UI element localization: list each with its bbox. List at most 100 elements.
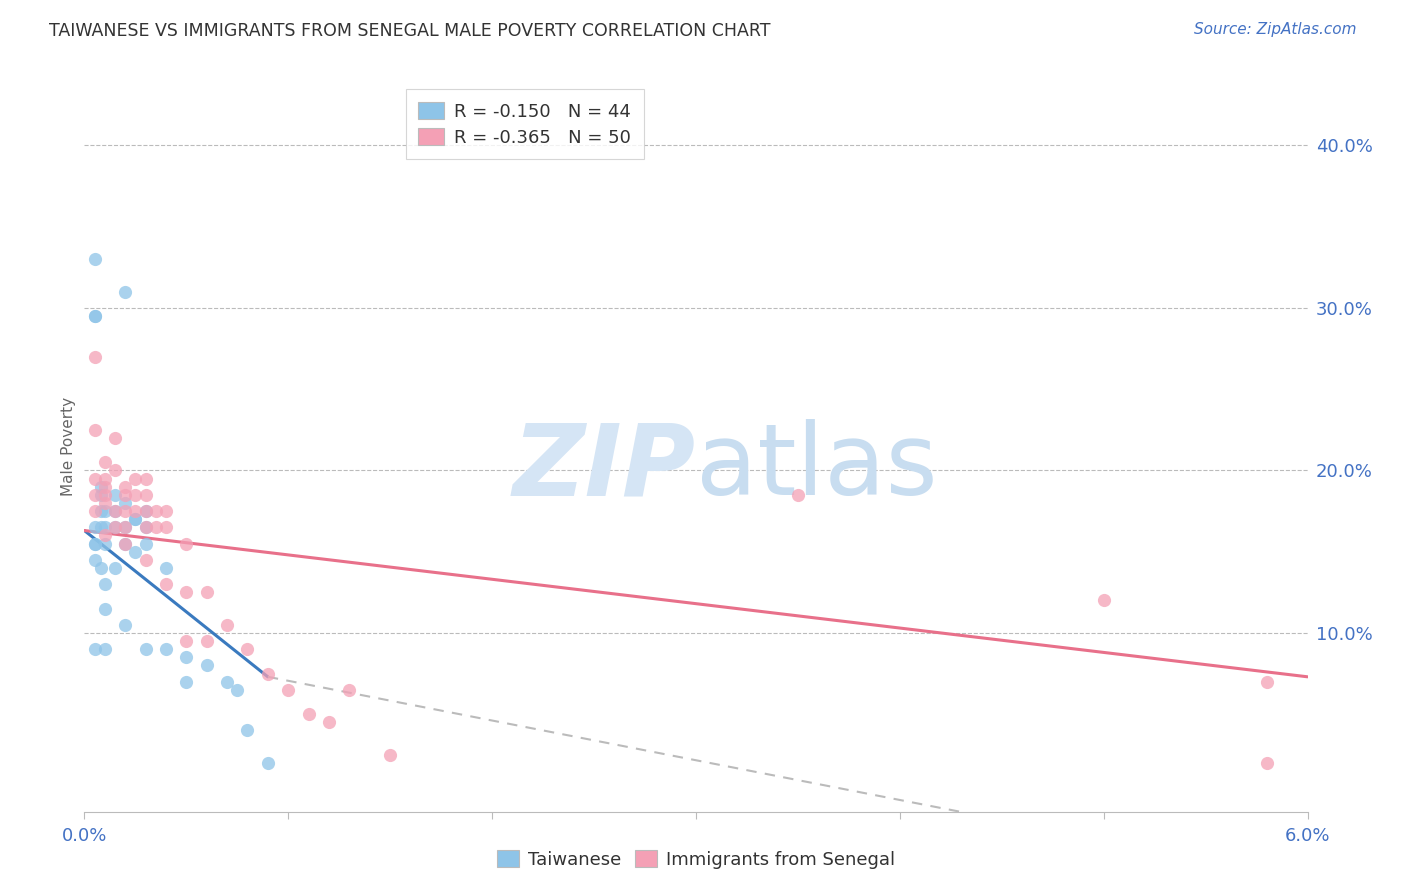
Point [93, 577, 117, 591]
Point [1256, 674, 1278, 689]
Point [83, 488, 105, 502]
Point [226, 682, 249, 697]
Point [298, 707, 321, 722]
Point [83, 350, 105, 364]
Point [83, 520, 105, 534]
Point [83, 536, 105, 550]
Point [104, 520, 127, 534]
Point [135, 471, 157, 485]
Point [114, 285, 136, 299]
Point [114, 536, 136, 550]
Point [155, 520, 177, 534]
Point [93, 528, 117, 542]
Point [114, 480, 136, 494]
Point [176, 536, 198, 550]
Point [93, 496, 117, 510]
Point [195, 634, 218, 648]
Point [93, 536, 117, 550]
Point [124, 512, 146, 526]
Point [155, 504, 177, 518]
Point [135, 488, 157, 502]
Point [114, 488, 136, 502]
Text: ZIP: ZIP [513, 419, 696, 516]
Point [176, 674, 198, 689]
Point [114, 617, 136, 632]
Point [195, 658, 218, 673]
Point [83, 309, 105, 323]
Point [145, 520, 167, 534]
Text: atlas: atlas [696, 419, 938, 516]
Point [124, 488, 146, 502]
Point [83, 471, 105, 485]
Point [93, 520, 117, 534]
Point [104, 504, 127, 518]
Point [90, 561, 112, 575]
Point [124, 471, 146, 485]
Point [114, 504, 136, 518]
Point [195, 585, 218, 599]
Point [1092, 593, 1115, 607]
Point [93, 480, 117, 494]
Point [155, 642, 177, 657]
Y-axis label: Male Poverty: Male Poverty [60, 396, 76, 496]
Point [318, 715, 340, 730]
Point [124, 512, 146, 526]
Point [1256, 756, 1278, 770]
Point [93, 504, 117, 518]
Point [155, 561, 177, 575]
Point [83, 536, 105, 550]
Point [236, 642, 259, 657]
Point [135, 520, 157, 534]
Point [114, 496, 136, 510]
Legend: Taiwanese, Immigrants from Senegal: Taiwanese, Immigrants from Senegal [489, 843, 903, 876]
Point [93, 601, 117, 615]
Point [114, 520, 136, 534]
Point [124, 504, 146, 518]
Point [104, 561, 127, 575]
Text: TAIWANESE VS IMMIGRANTS FROM SENEGAL MALE POVERTY CORRELATION CHART: TAIWANESE VS IMMIGRANTS FROM SENEGAL MAL… [49, 22, 770, 40]
Point [114, 520, 136, 534]
Point [104, 463, 127, 477]
Point [135, 504, 157, 518]
Point [83, 553, 105, 567]
Point [135, 504, 157, 518]
Point [93, 455, 117, 469]
Point [236, 723, 259, 738]
Point [90, 488, 112, 502]
Point [83, 252, 105, 266]
Point [104, 431, 127, 445]
Point [114, 536, 136, 550]
Point [104, 504, 127, 518]
Point [124, 544, 146, 558]
Point [217, 617, 239, 632]
Point [277, 682, 299, 697]
Point [83, 423, 105, 437]
Point [93, 642, 117, 657]
Point [83, 504, 105, 518]
Point [104, 520, 127, 534]
Point [217, 674, 239, 689]
Point [93, 471, 117, 485]
Point [339, 682, 361, 697]
Point [83, 309, 105, 323]
Point [104, 488, 127, 502]
Point [176, 650, 198, 665]
Point [257, 756, 280, 770]
Point [135, 553, 157, 567]
Point [155, 577, 177, 591]
Point [93, 488, 117, 502]
Point [83, 642, 105, 657]
Point [90, 480, 112, 494]
Point [90, 504, 112, 518]
Point [135, 520, 157, 534]
Point [380, 747, 402, 762]
Point [135, 642, 157, 657]
Point [135, 536, 157, 550]
Point [787, 488, 810, 502]
Point [176, 634, 198, 648]
Point [90, 520, 112, 534]
Point [176, 585, 198, 599]
Point [145, 504, 167, 518]
Point [257, 666, 280, 681]
Text: Source: ZipAtlas.com: Source: ZipAtlas.com [1194, 22, 1357, 37]
